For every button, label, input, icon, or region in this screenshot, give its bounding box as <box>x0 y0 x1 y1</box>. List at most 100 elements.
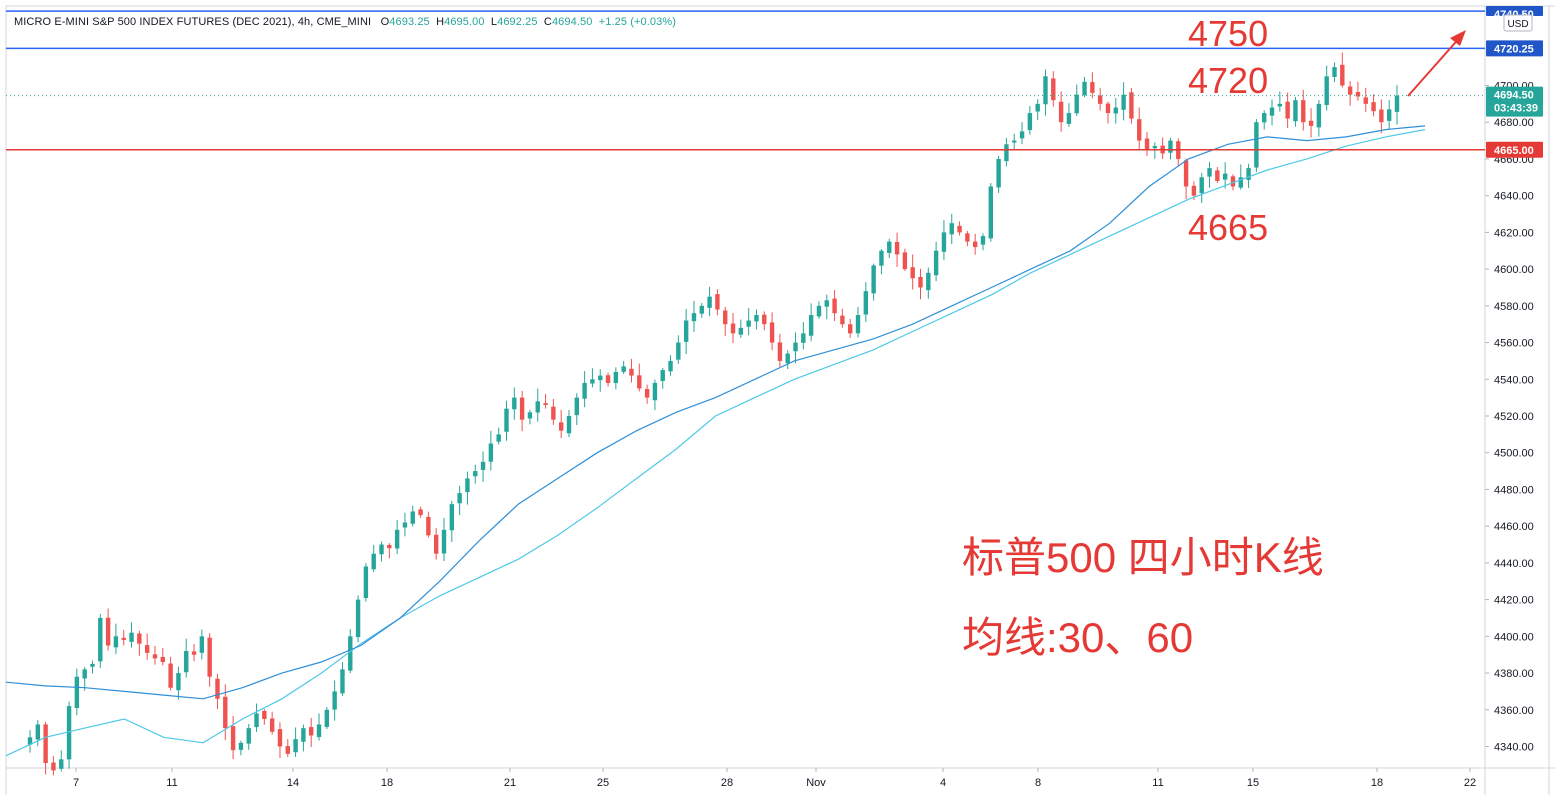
candle <box>574 393 579 426</box>
candle-body <box>1168 140 1173 153</box>
candle <box>1113 97 1118 124</box>
x-tick-label: 7 <box>73 777 79 789</box>
candle-body <box>1012 140 1017 143</box>
candle-body <box>699 305 704 314</box>
candle-body <box>74 676 80 708</box>
x-tick-label: 8 <box>1035 777 1041 789</box>
candle <box>910 254 915 290</box>
candle <box>473 464 478 484</box>
candle <box>90 660 95 674</box>
candle <box>840 308 845 328</box>
candle-body <box>480 461 486 470</box>
candle <box>590 368 595 388</box>
candle <box>27 730 33 753</box>
candle-body <box>1191 185 1197 196</box>
candle-body <box>965 233 970 242</box>
badge-4720-bg <box>1486 40 1543 57</box>
candle-body <box>879 250 884 266</box>
caption-title: 标普500 四小时K线 <box>962 534 1324 581</box>
candle-body <box>1113 107 1118 114</box>
candle-body <box>144 645 150 653</box>
candle <box>824 294 829 320</box>
badge-4665-bg <box>1486 141 1543 158</box>
candle <box>262 709 267 725</box>
candle <box>363 563 369 602</box>
candle-body <box>1301 100 1306 123</box>
y-tick-label: 4600.00 <box>1494 264 1534 276</box>
candle-body <box>441 529 447 554</box>
candle <box>387 543 392 559</box>
low-label: L <box>490 16 498 28</box>
annotation-4720: 4720 <box>1188 60 1268 101</box>
candle <box>1316 100 1322 137</box>
candle-body <box>277 729 283 747</box>
candle-body <box>1324 76 1329 105</box>
candle-body <box>715 294 720 310</box>
high-label: H <box>436 16 445 28</box>
candle <box>215 673 220 710</box>
candle <box>433 528 439 560</box>
candle <box>418 506 423 518</box>
candle <box>105 608 111 651</box>
badge-4720-text: 4720.25 <box>1494 43 1534 55</box>
candle <box>519 390 525 432</box>
low-value: 4692.25 <box>497 16 538 28</box>
candle <box>449 500 455 543</box>
candle-body <box>1058 101 1064 123</box>
y-tick-label: 4460.00 <box>1494 521 1534 533</box>
candle-body <box>215 678 220 699</box>
candle-body <box>598 375 603 381</box>
candle-body <box>855 315 861 334</box>
candle <box>43 721 48 775</box>
candle-body <box>605 375 611 383</box>
candle <box>801 322 806 350</box>
candle-body <box>1308 120 1314 126</box>
candle-body <box>926 272 931 291</box>
candle-body <box>355 599 361 638</box>
candle <box>184 638 189 678</box>
candle <box>605 372 611 387</box>
candle-body <box>129 632 134 642</box>
candle <box>848 319 853 338</box>
candle-body <box>254 713 259 728</box>
candle-body <box>1230 176 1236 187</box>
candle-body <box>754 315 759 322</box>
candle <box>1269 99 1275 126</box>
open-value: 4693.25 <box>389 16 430 28</box>
candle-body <box>1238 177 1243 188</box>
candle <box>683 308 689 355</box>
candle-body <box>207 637 212 677</box>
candle-body <box>105 617 111 646</box>
candle <box>1371 94 1376 117</box>
candle <box>621 360 626 375</box>
candle-body <box>137 633 142 644</box>
candle <box>660 367 665 389</box>
candle-body <box>910 267 915 279</box>
candle <box>1168 137 1173 160</box>
candle-body <box>1090 82 1095 93</box>
currency-box: USD <box>1503 14 1533 32</box>
candle-body <box>457 493 462 504</box>
candle-body <box>98 617 103 662</box>
candle-body <box>1129 92 1134 119</box>
x-tick-label: 11 <box>1152 777 1163 789</box>
candle <box>152 645 158 665</box>
candle-body <box>707 296 712 308</box>
candle-body <box>90 663 95 667</box>
candle <box>1035 99 1040 121</box>
candle-body <box>1004 144 1009 162</box>
candle <box>543 393 548 409</box>
candle <box>902 248 908 271</box>
candle <box>1277 91 1283 112</box>
candle <box>488 430 494 471</box>
arrow-head <box>1450 30 1466 46</box>
chart-header: MICRO E-MINI S&P 500 INDEX FUTURES (DEC … <box>14 16 676 28</box>
candle <box>410 505 415 527</box>
candle-body <box>933 250 939 276</box>
candle-body <box>449 504 455 531</box>
candle <box>441 518 447 562</box>
candle <box>207 633 212 687</box>
candle <box>1097 88 1103 111</box>
